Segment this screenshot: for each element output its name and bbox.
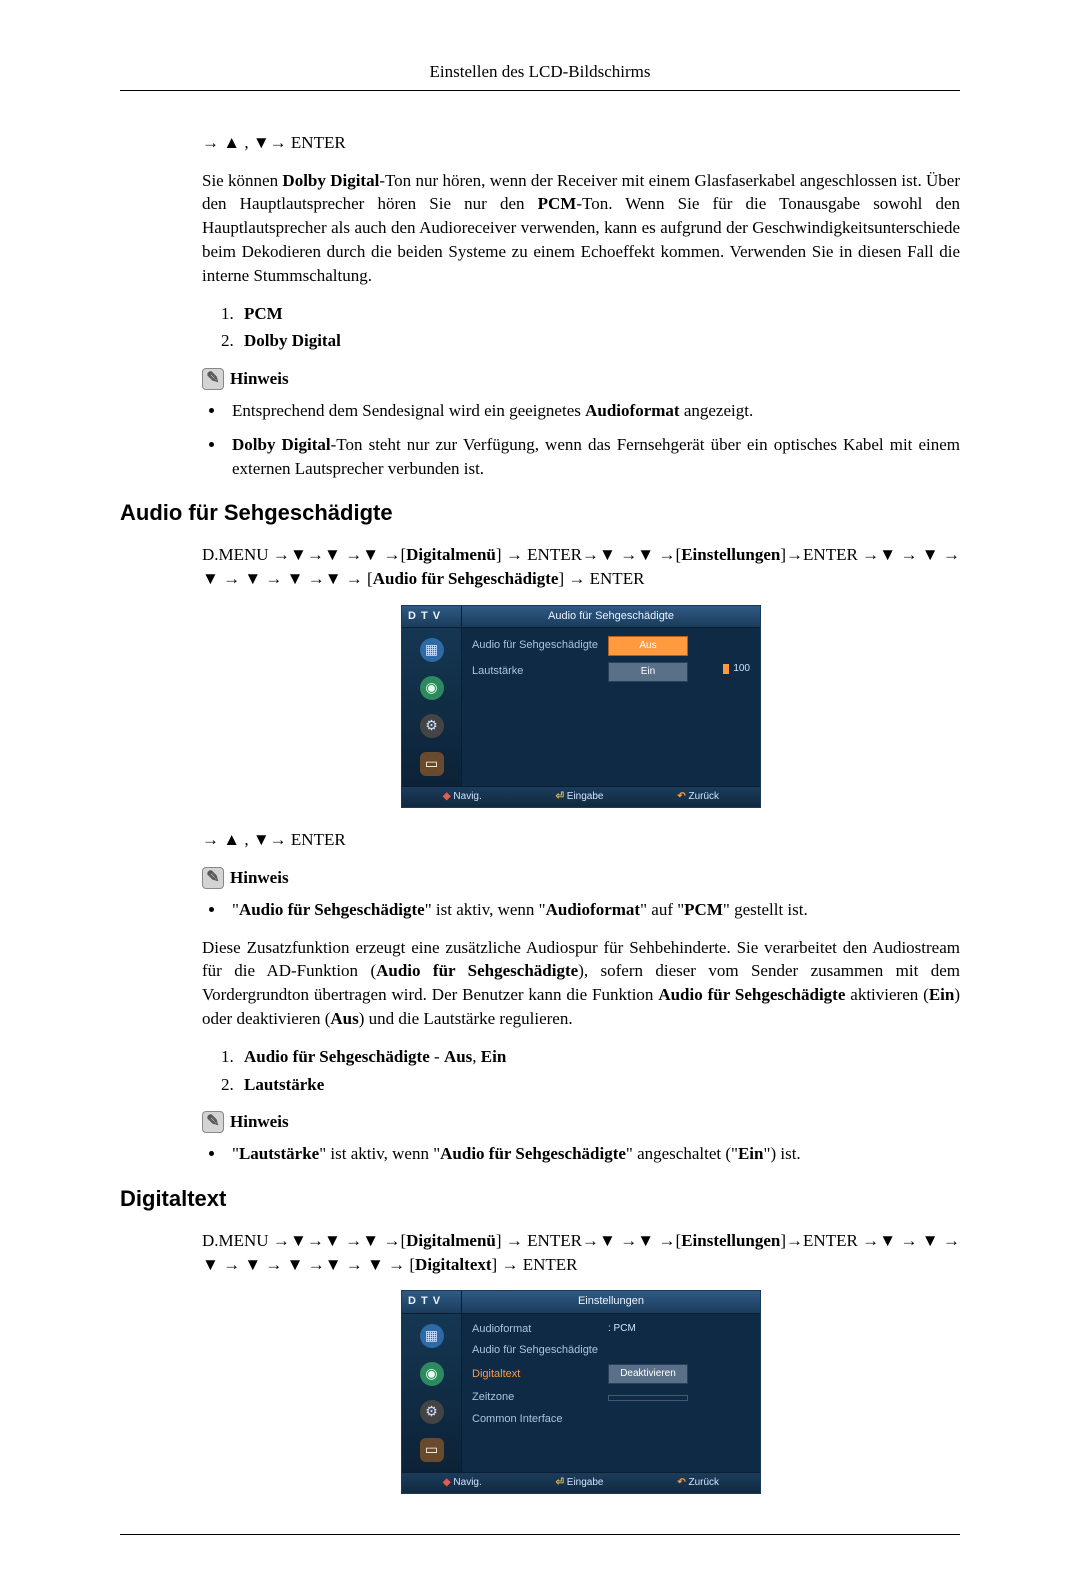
section-audio-body: D.MENU →▼→▼ →▼ →[Digitalmenü] → ENTER→▼ … <box>202 543 960 1166</box>
osd-row-label: Lautstärke <box>472 664 600 679</box>
osd-sidebar: ▦ ◉ ⚙ ▭ <box>402 1314 462 1472</box>
list-item: Dolby Digital-Ton steht nur zur Verfügun… <box>226 433 960 481</box>
osd-screenshot-1: D T V Audio für Sehgeschädigte ▦ ◉ ⚙ ▭ A… <box>202 605 960 808</box>
osd-dtv-label: D T V <box>402 1291 462 1312</box>
note-icon: ✎ <box>202 368 224 390</box>
osd-language-icon: ▭ <box>420 752 444 776</box>
osd-row-label: Digitaltext <box>472 1367 600 1382</box>
list-item: Entsprechend dem Sendesignal wird ein ge… <box>226 399 960 423</box>
list-item: "Audio für Sehgeschädigte" ist aktiv, we… <box>226 898 960 922</box>
osd-sidebar: ▦ ◉ ⚙ ▭ <box>402 628 462 786</box>
note-label: Hinweis <box>230 866 289 890</box>
list-item: Dolby Digital <box>238 329 960 353</box>
note-icon: ✎ <box>202 867 224 889</box>
osd-value-box[interactable]: Deaktivieren <box>608 1364 688 1384</box>
osd-row-label: Common Interface <box>472 1412 600 1427</box>
menu-path: D.MENU →▼→▼ →▼ →[Digitalmenü] → ENTER→▼ … <box>202 543 960 591</box>
osd-row-label: Audioformat <box>472 1322 600 1337</box>
section-digitaltext-body: D.MENU →▼→▼ →▼ →[Digitalmenü] → ENTER→▼ … <box>202 1229 960 1494</box>
osd-volume-value: 100 <box>723 662 750 676</box>
note-label: Hinweis <box>230 1110 289 1134</box>
note-heading: ✎ Hinweis <box>202 1110 960 1134</box>
options-list: Audio für Sehgeschädigte - Aus, Ein Laut… <box>238 1045 960 1097</box>
osd-row-value: : PCM <box>608 1322 636 1336</box>
osd-setup-icon: ⚙ <box>420 1400 444 1424</box>
description-paragraph: Diese Zusatzfunktion erzeugt eine zusätz… <box>202 936 960 1031</box>
osd-row-label: Zeitzone <box>472 1390 600 1405</box>
note-label: Hinweis <box>230 367 289 391</box>
audio-format-list: PCM Dolby Digital <box>238 302 960 354</box>
note-bullets: Entsprechend dem Sendesignal wird ein ge… <box>226 399 960 480</box>
osd-guide-icon: ▦ <box>420 1324 444 1348</box>
osd-dtv-label: D T V <box>402 606 462 627</box>
menu-path: D.MENU →▼→▼ →▼ →[Digitalmenü] → ENTER→▼ … <box>202 1229 960 1277</box>
list-item: "Lautstärke" ist aktiv, wenn "Audio für … <box>226 1142 960 1166</box>
osd-main-panel: Audioformat : PCM Audio für Sehgeschädig… <box>462 1314 760 1472</box>
osd-value-box[interactable] <box>608 1395 688 1401</box>
osd-row-label: Audio für Sehgeschädigte <box>472 1343 600 1358</box>
note-heading: ✎ Hinweis <box>202 866 960 890</box>
osd-value-box[interactable]: Ein <box>608 662 688 682</box>
osd-title: Audio für Sehgeschädigte <box>462 606 760 627</box>
osd-main-panel: Audio für Sehgeschädigte Aus Lautstärke … <box>462 628 760 786</box>
osd-screenshot-2: D T V Einstellungen ▦ ◉ ⚙ ▭ Audioformat … <box>202 1290 960 1493</box>
osd-title: Einstellungen <box>462 1291 760 1312</box>
section-intro: → ▲ , ▼→ ENTER Sie können Dolby Digital-… <box>202 131 960 481</box>
osd-guide-icon: ▦ <box>420 638 444 662</box>
note-bullets: "Lautstärke" ist aktiv, wenn "Audio für … <box>226 1142 960 1166</box>
note-icon: ✎ <box>202 1111 224 1133</box>
section-heading-audio: Audio für Sehgeschädigte <box>120 498 960 529</box>
list-item: PCM <box>238 302 960 326</box>
list-item: Audio für Sehgeschädigte - Aus, Ein <box>238 1045 960 1069</box>
list-item: Lautstärke <box>238 1073 960 1097</box>
osd-channel-icon: ◉ <box>420 1362 444 1386</box>
section-heading-digitaltext: Digitaltext <box>120 1184 960 1215</box>
osd-language-icon: ▭ <box>420 1438 444 1462</box>
osd-value-box[interactable]: Aus <box>608 636 688 656</box>
intro-paragraph: Sie können Dolby Digital-Ton nur hören, … <box>202 169 960 288</box>
nav-hint: → ▲ , ▼→ ENTER <box>202 828 960 852</box>
nav-hint: → ▲ , ▼→ ENTER <box>202 131 960 155</box>
page-header: Einstellen des LCD-Bildschirms <box>120 60 960 91</box>
osd-channel-icon: ◉ <box>420 676 444 700</box>
osd-footer: ◆ Navig. ⏎ Eingabe ↶ Zurück <box>402 1472 760 1493</box>
page-footer-rule <box>120 1534 960 1535</box>
note-heading: ✎ Hinweis <box>202 367 960 391</box>
osd-row-label: Audio für Sehgeschädigte <box>472 638 600 653</box>
note-bullets: "Audio für Sehgeschädigte" ist aktiv, we… <box>226 898 960 922</box>
osd-footer: ◆ Navig. ⏎ Eingabe ↶ Zurück <box>402 786 760 807</box>
osd-setup-icon: ⚙ <box>420 714 444 738</box>
